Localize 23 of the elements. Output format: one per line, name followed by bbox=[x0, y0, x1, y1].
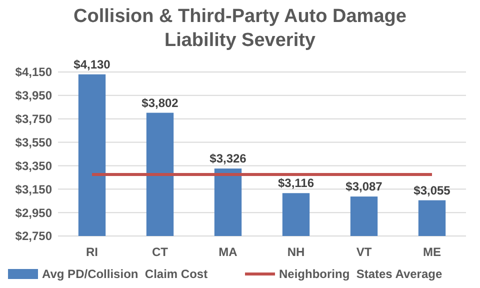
legend-label: Avg PD/Collision Claim Cost bbox=[42, 267, 208, 282]
x-tick-label: CT bbox=[152, 245, 169, 259]
data-label: $3,055 bbox=[414, 183, 451, 198]
y-tick-label: $2,950 bbox=[15, 206, 52, 220]
x-tick-label: MA bbox=[218, 245, 238, 259]
x-tick-label: NH bbox=[287, 245, 305, 259]
y-tick-label: $3,950 bbox=[15, 88, 52, 103]
y-tick-label: $3,350 bbox=[15, 158, 52, 173]
y-tick-label: $3,750 bbox=[15, 112, 52, 126]
data-label: $3,326 bbox=[210, 152, 247, 166]
data-label: $4,130 bbox=[74, 57, 111, 72]
data-label: $3,087 bbox=[346, 180, 383, 194]
x-tick-label: VT bbox=[356, 245, 372, 259]
data-label: $3,802 bbox=[142, 96, 179, 110]
chart-title: Collision & Third-Party Auto Damage Liability Severity bbox=[74, 6, 406, 51]
legend-label: Neighboring States Average bbox=[279, 267, 442, 282]
y-tick-label: $3,150 bbox=[15, 182, 52, 196]
y-tick-label: $4,150 bbox=[15, 65, 52, 80]
x-tick-label: RI bbox=[86, 245, 98, 259]
x-tick-label: ME bbox=[423, 245, 441, 259]
y-tick-label: $2,750 bbox=[15, 229, 52, 244]
y-tick-label: $3,550 bbox=[15, 135, 52, 150]
data-label: $3,116 bbox=[278, 176, 314, 190]
